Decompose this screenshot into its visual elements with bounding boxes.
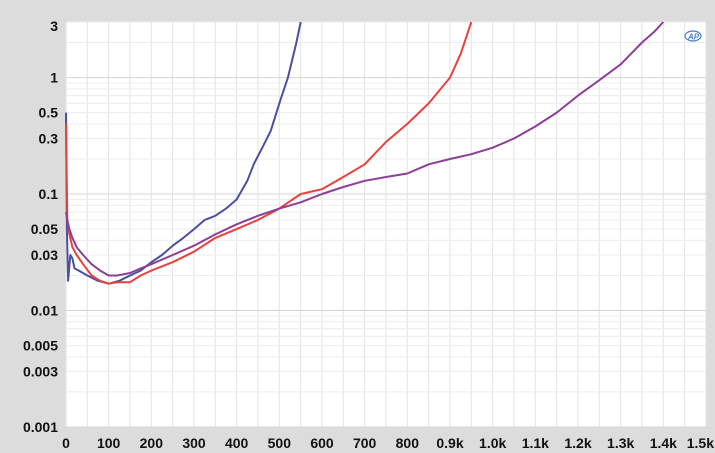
ap-logo-icon: AP (684, 30, 702, 42)
x-axis-ticks: 0 100 200 300 400 500 600 700 800 0.9k 1.0k 1.1k 1.2… (62, 435, 714, 451)
series-line-3 (65, 21, 665, 277)
x-tick-label: 1.4k (650, 435, 677, 451)
series-layer (65, 21, 665, 285)
y-tick-label: 0.003 (23, 363, 58, 379)
y-tick-label: 0.5 (39, 105, 59, 121)
x-tick-label: 1.0k (479, 435, 506, 451)
y-tick-label: 0.3 (39, 130, 59, 146)
y-tick-label: 0.03 (31, 247, 58, 263)
y-tick-label: 3 (50, 18, 58, 34)
x-tick-label: 500 (268, 435, 292, 451)
y-tick-label: 0.005 (23, 338, 58, 354)
series-line-1 (65, 21, 302, 285)
x-tick-label: 1.3k (607, 435, 634, 451)
grid-lines (65, 21, 707, 428)
x-tick-label: 0.9k (436, 435, 463, 451)
y-tick-label: 0.1 (39, 186, 59, 202)
x-tick-label: 1.2k (564, 435, 591, 451)
logo-text: AP (687, 33, 700, 42)
x-tick-label: 600 (310, 435, 334, 451)
y-axis-ticks: 0.001 0.003 0.005 0.01 0.03 0.05 0.1 0.3 0.5 1 3 (23, 18, 58, 435)
x-tick-label: 400 (225, 435, 249, 451)
x-tick-label: 1.5k (687, 435, 714, 451)
y-tick-label: 1 (50, 70, 58, 86)
x-tick-label: 800 (396, 435, 420, 451)
series-line-2 (65, 21, 473, 285)
y-tick-label: 0.05 (31, 221, 58, 237)
y-tick-label: 0.01 (31, 303, 58, 319)
x-tick-label: 100 (97, 435, 121, 451)
x-tick-label: 1.1k (522, 435, 549, 451)
x-tick-label: 300 (182, 435, 206, 451)
x-tick-label: 200 (140, 435, 164, 451)
x-tick-label: 0 (62, 435, 70, 451)
x-tick-label: 700 (353, 435, 377, 451)
y-tick-label: 0.001 (23, 419, 58, 435)
